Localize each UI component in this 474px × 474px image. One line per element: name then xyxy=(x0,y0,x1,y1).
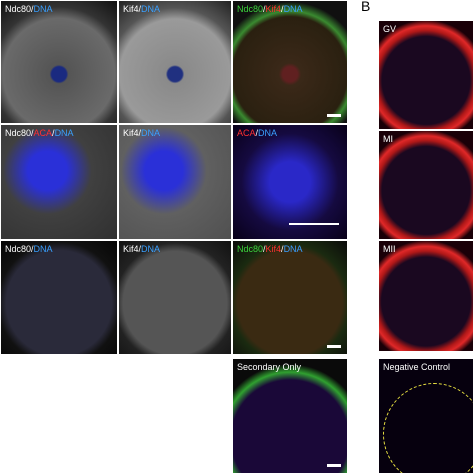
label-part: / xyxy=(255,128,259,138)
image-panel: MI xyxy=(378,130,474,240)
label-part: ACA xyxy=(33,128,53,138)
image-panel: GV xyxy=(378,20,474,130)
image-panel: Secondary Only xyxy=(232,358,348,474)
image-panel: ACA/DNA xyxy=(232,124,348,240)
panel-label: Negative Control xyxy=(383,362,450,372)
label-part: ACA xyxy=(237,128,256,138)
image-panel: Ndc80/Kif4/DNA xyxy=(232,0,348,124)
label-part: / xyxy=(281,244,284,254)
scale-bar xyxy=(327,345,341,348)
label-part: / xyxy=(31,244,34,254)
panel-label: Ndc80/Kif4/DNA xyxy=(237,4,303,14)
label-part: MII xyxy=(383,244,396,254)
label-part: Ndc80 xyxy=(5,244,32,254)
label-part: DNA xyxy=(33,244,53,254)
label-part: Kif4 xyxy=(123,128,139,138)
panel-label: MII xyxy=(383,244,396,254)
scale-bar xyxy=(327,114,341,117)
panel-label: Ndc80/ACA/DNA xyxy=(5,128,74,138)
label-part: / xyxy=(31,4,34,14)
panel-label: Ndc80/DNA xyxy=(5,4,53,14)
label-part: / xyxy=(263,4,266,14)
image-panel: Kif4/DNA xyxy=(118,0,232,124)
image-panel: MII xyxy=(378,240,474,352)
label-part: Kif4 xyxy=(123,244,139,254)
label-part: DNA xyxy=(54,128,74,138)
label-part: Ndc80 xyxy=(237,244,264,254)
label-part: Negative Control xyxy=(383,362,451,372)
label-part: DNA xyxy=(258,128,278,138)
panel-label: Kif4/DNA xyxy=(123,4,160,14)
image-panel: Negative Control xyxy=(378,358,474,474)
scale-bar xyxy=(327,464,341,467)
label-part: DNA xyxy=(141,4,161,14)
label-part: DNA xyxy=(283,4,303,14)
label-part: Kif4 xyxy=(265,4,282,14)
label-part: DNA xyxy=(283,244,303,254)
label-part: Ndc80 xyxy=(237,4,264,14)
image-panel: Ndc80/Kif4/DNA xyxy=(232,240,348,355)
label-part: / xyxy=(138,4,142,14)
label-part: Ndc80 xyxy=(5,128,32,138)
panel-label: ACA/DNA xyxy=(237,128,277,138)
panel-label: Ndc80/DNA xyxy=(5,244,53,254)
label-part: DNA xyxy=(141,244,161,254)
scale-bar xyxy=(289,223,339,225)
image-panel: Kif4/DNA xyxy=(118,124,232,240)
label-part: MI xyxy=(383,134,393,144)
label-part: Secondary Only xyxy=(237,362,302,372)
panel-label: Secondary Only xyxy=(237,362,301,372)
label-part: DNA xyxy=(141,128,161,138)
label-part: / xyxy=(52,128,55,138)
label-part: Ndc80 xyxy=(5,4,32,14)
label-part: / xyxy=(281,4,284,14)
label-part: / xyxy=(138,128,142,138)
dashed-outline xyxy=(383,383,473,473)
image-panel: Ndc80/DNA xyxy=(0,240,118,355)
label-part: / xyxy=(138,244,142,254)
label-part: Kif4 xyxy=(123,4,139,14)
panel-label: Ndc80/Kif4/DNA xyxy=(237,244,303,254)
image-panel: Ndc80/ACA/DNA xyxy=(0,124,118,240)
panel-label: MI xyxy=(383,134,393,144)
label-part: / xyxy=(263,244,266,254)
panel-label: Kif4/DNA xyxy=(123,244,160,254)
label-part: / xyxy=(31,128,34,138)
panel-label: GV xyxy=(383,24,396,34)
label-part: DNA xyxy=(33,4,53,14)
label-part: GV xyxy=(383,24,397,34)
panel-label: Kif4/DNA xyxy=(123,128,160,138)
label-part: Kif4 xyxy=(265,244,282,254)
image-panel: Kif4/DNA xyxy=(118,240,232,355)
image-panel: Ndc80/DNA xyxy=(0,0,118,124)
panel-letter: B xyxy=(361,0,371,14)
